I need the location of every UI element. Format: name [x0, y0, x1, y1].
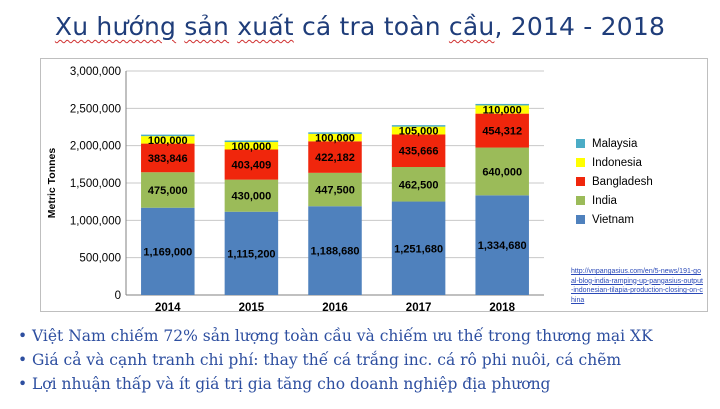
legend-label: Bangladesh [592, 176, 653, 188]
data-label: 1,188,680 [311, 246, 360, 258]
x-tick-label: 2017 [406, 302, 432, 311]
title-part: Xu hướng [54, 12, 177, 41]
bar-segment [475, 105, 529, 114]
legend-label: India [592, 195, 618, 207]
title-part: cá tra toàn [301, 12, 441, 41]
bar-segment [141, 136, 195, 144]
bar-segment [475, 147, 529, 196]
x-tick-label: 2018 [489, 302, 515, 311]
y-tick-label: 500,000 [79, 253, 121, 265]
title-part: , 2014 - 2018 [494, 12, 666, 41]
data-label: 422,182 [315, 152, 355, 164]
bar-segment [308, 141, 362, 173]
legend-label: Malaysia [592, 138, 638, 150]
data-label: 1,115,200 [227, 248, 275, 260]
stacked-bar-chart: 0 500,000 1,000,000 1,500,000 2,000,000 2,500… [46, 66, 653, 311]
bar-segment [224, 179, 279, 212]
bar-segment [391, 134, 446, 168]
title-part: sản [184, 12, 230, 41]
bar-segment [475, 113, 529, 148]
bar-segment [141, 134, 195, 137]
bar-segment [475, 195, 529, 295]
data-label: 1,251,680 [394, 243, 443, 255]
bar-segment [308, 133, 362, 142]
title-part: cầu [448, 12, 495, 41]
bar-segment [391, 201, 446, 295]
data-label: 383,846 [148, 153, 188, 165]
y-tick-label: 2,000,000 [70, 141, 121, 153]
bullet-item: Việt Nam chiếm 72% sản lượng toàn cầu và… [18, 324, 708, 348]
y-tick-label: 1,000,000 [70, 215, 121, 227]
data-label: 403,409 [232, 160, 272, 172]
data-label: 462,500 [399, 179, 439, 191]
y-tick-label: 0 [115, 290, 121, 302]
legend-label: Indonesia [592, 157, 642, 169]
legend-swatch [576, 139, 585, 148]
bar-segment [308, 206, 362, 295]
bar-segment [141, 207, 195, 295]
bar-segment [475, 103, 529, 106]
data-label: 447,500 [315, 185, 355, 197]
data-label: 1,334,680 [478, 240, 527, 252]
data-label: 454,312 [482, 126, 522, 138]
legend-swatch [576, 196, 585, 205]
y-tick-label: 2,500,000 [70, 103, 121, 115]
data-label: 640,000 [482, 166, 522, 178]
data-label: 100,000 [148, 135, 188, 147]
data-label: 1,169,000 [143, 246, 192, 258]
x-tick-label: 2015 [239, 302, 265, 311]
bullet-list: Việt Nam chiếm 72% sản lượng toàn cầu và… [18, 324, 708, 396]
bar-segment [308, 132, 362, 134]
bar-segment [391, 125, 446, 127]
data-label: 435,666 [399, 146, 439, 158]
y-tick-label: 1,500,000 [70, 178, 121, 190]
bar-segment [224, 140, 279, 143]
legend-label: Vietnam [592, 214, 634, 226]
y-axis-label: Metric Tonnes [46, 148, 58, 219]
legend-swatch [576, 177, 585, 186]
data-label: 105,000 [399, 126, 439, 138]
bar-segment [224, 149, 279, 180]
y-tick-label: 3,000,000 [70, 66, 121, 78]
bar-segment [391, 126, 446, 135]
x-tick-label: 2016 [322, 302, 348, 311]
x-tick-label: 2014 [155, 302, 181, 311]
bar-segment [141, 172, 195, 208]
data-label: 100,000 [315, 133, 355, 145]
source-link[interactable]: http://vnpangasius.com/en/5-news/191-goa… [571, 268, 703, 304]
data-label: 430,000 [232, 191, 272, 203]
data-label: 100,000 [232, 141, 272, 153]
title-part: xuất [237, 12, 294, 41]
bar-segment [391, 167, 446, 202]
bar-segment [224, 142, 279, 150]
legend-swatch [576, 158, 585, 167]
bullet-item: Lợi nhuận thấp và ít giá trị gia tăng ch… [18, 372, 708, 396]
page-title: Xu hướng sản xuất cá tra toàn cầu, 2014 … [0, 12, 720, 41]
bar-segment [224, 211, 279, 295]
data-label: 475,000 [148, 185, 188, 197]
chart-area: 0 500,000 1,000,000 1,500,000 2,000,000 2,500… [40, 58, 708, 312]
bar-segment [308, 172, 362, 207]
bullet-item: Giá cả và cạnh tranh chi phí: thay thế c… [18, 348, 708, 372]
legend-swatch [576, 215, 585, 224]
data-label: 110,000 [483, 105, 522, 117]
bar-segment [141, 143, 195, 173]
